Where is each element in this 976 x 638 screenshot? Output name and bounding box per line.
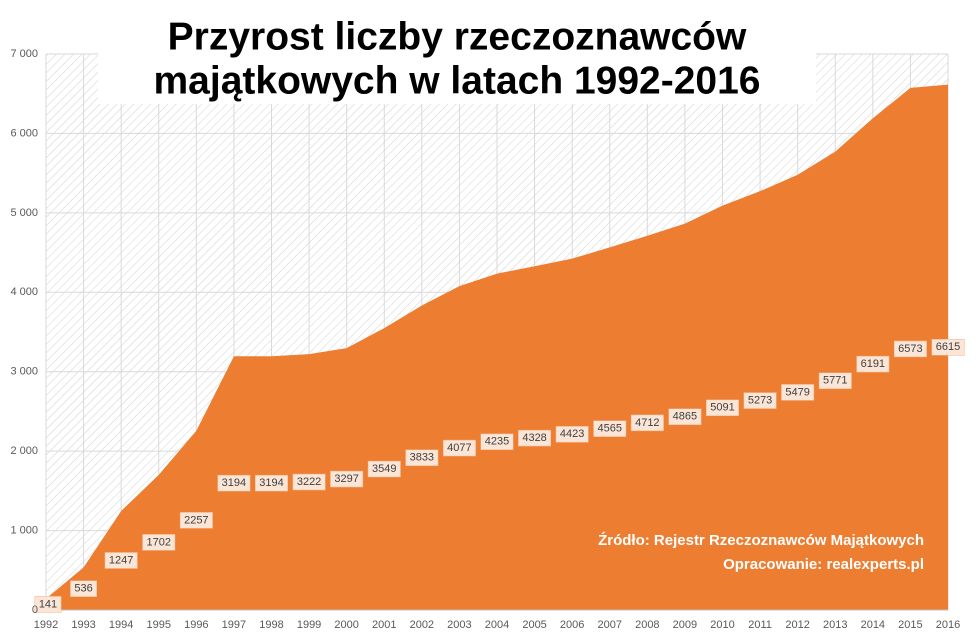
data-label-box: [405, 449, 439, 467]
y-tick-label: 4 000: [10, 286, 38, 298]
data-label: 536: [74, 583, 92, 595]
x-tick-label: 2001: [372, 619, 396, 631]
data-label-box: [179, 512, 213, 529]
x-tick-label: 1992: [34, 619, 58, 631]
y-tick-label: 6 000: [10, 127, 38, 139]
data-label-box: [630, 414, 664, 432]
data-label-box: [34, 596, 62, 613]
data-label-box: [893, 340, 927, 358]
data-label-box: [142, 534, 176, 551]
data-label: 5091: [710, 402, 734, 414]
data-label-box: [818, 372, 852, 390]
data-label-box: [70, 580, 98, 597]
data-label-box: [367, 460, 401, 478]
x-tick-label: 2003: [447, 619, 471, 631]
data-label: 1247: [109, 554, 133, 566]
data-label: 1702: [147, 536, 171, 548]
x-tick-label: 1999: [297, 619, 321, 631]
title-box: [98, 16, 816, 104]
data-label: 6615: [936, 341, 960, 353]
data-label: 3833: [410, 452, 434, 464]
data-label: 141: [39, 598, 57, 610]
x-tick-label: 1994: [109, 619, 133, 631]
x-tick-label: 2006: [560, 619, 584, 631]
x-tick-label: 2014: [861, 619, 885, 631]
x-tick-label: 2016: [936, 619, 960, 631]
data-label-box: [480, 433, 514, 451]
data-label: 4423: [560, 428, 584, 440]
y-tick-label: 2 000: [10, 445, 38, 457]
x-tick-label: 1993: [71, 619, 95, 631]
y-tick-label: 3 000: [10, 366, 38, 378]
data-label-box: [104, 552, 138, 569]
data-label: 2257: [184, 514, 208, 526]
data-label: 3297: [334, 473, 358, 485]
x-tick-label: 2007: [598, 619, 622, 631]
data-label-box: [668, 408, 702, 426]
y-tick-label: 1 000: [10, 524, 38, 536]
data-label: 6191: [861, 358, 885, 370]
x-tick-label: 2015: [898, 619, 922, 631]
x-tick-label: 1998: [259, 619, 283, 631]
data-label: 5273: [748, 394, 772, 406]
data-label: 3194: [259, 477, 283, 489]
y-tick-label: 0: [32, 604, 38, 616]
chart-title: majątkowych w latach 1992-2016: [154, 59, 761, 102]
data-label-box: [217, 474, 251, 492]
data-label: 4565: [598, 423, 622, 435]
x-tick-label: 2004: [485, 619, 509, 631]
x-tick-label: 2012: [785, 619, 809, 631]
data-label: 3549: [372, 463, 396, 475]
x-tick-label: 2008: [635, 619, 659, 631]
data-label: 4235: [485, 436, 509, 448]
data-label-box: [931, 339, 965, 356]
x-tick-label: 2002: [410, 619, 434, 631]
y-tick-label: 7 000: [10, 48, 38, 60]
chart-title: Przyrost liczby rzeczoznawców: [168, 15, 747, 58]
x-tick-label: 2011: [748, 619, 772, 631]
data-label-box: [856, 355, 890, 373]
data-label-box: [706, 399, 739, 417]
annotation: Opracowanie: realexperts.pl: [723, 556, 924, 573]
data-label-box: [292, 473, 326, 491]
data-label-box: [442, 439, 476, 457]
data-label-box: [781, 384, 815, 401]
data-label: 4712: [635, 417, 659, 429]
data-label: 4328: [522, 432, 546, 444]
x-tick-label: 2013: [823, 619, 847, 631]
data-label-box: [518, 429, 552, 447]
data-label: 4865: [673, 411, 697, 423]
data-label-box: [330, 470, 364, 488]
data-label-box: [555, 426, 589, 443]
data-label: 4077: [447, 442, 471, 454]
data-label: 3222: [297, 476, 321, 488]
annotation: Źródło: Rejestr Rzeczoznawców Majątkowyc…: [598, 532, 924, 549]
data-label-box: [593, 420, 627, 437]
data-label: 3194: [222, 477, 246, 489]
x-tick-label: 1996: [184, 619, 208, 631]
x-tick-label: 2010: [710, 619, 734, 631]
data-label-box: [743, 392, 777, 409]
data-label: 6573: [898, 343, 922, 355]
x-tick-label: 1997: [222, 619, 246, 631]
data-label: 5771: [823, 375, 847, 387]
x-tick-label: 2009: [673, 619, 697, 631]
data-label-box: [255, 474, 288, 492]
data-label: 5479: [785, 386, 809, 398]
x-tick-label: 2000: [334, 619, 358, 631]
x-tick-label: 2005: [522, 619, 546, 631]
y-tick-label: 5 000: [10, 207, 38, 219]
x-tick-label: 1995: [147, 619, 171, 631]
